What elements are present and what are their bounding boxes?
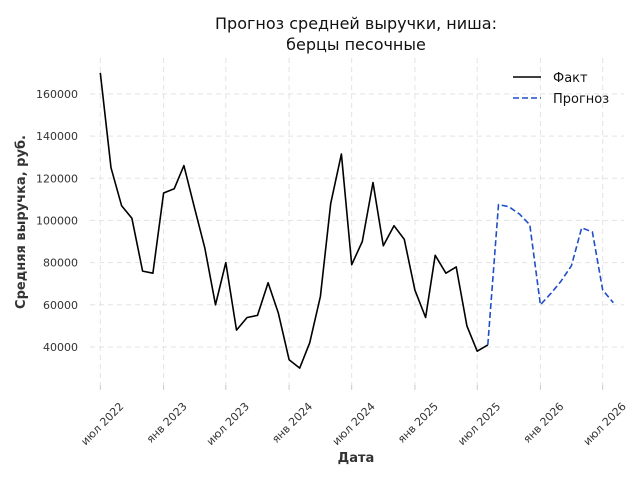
data-point-fact: [362, 241, 364, 243]
data-point-forecast: [602, 289, 604, 291]
data-point-fact: [383, 245, 385, 247]
data-point-fact: [288, 359, 290, 361]
data-point-fact: [246, 317, 248, 319]
y-tick-label: 40000: [43, 341, 78, 354]
x-tick-label: янв 2024: [269, 400, 315, 446]
data-point-fact: [414, 289, 416, 291]
data-point-fact: [434, 255, 436, 257]
x-tick-label: июл 2023: [204, 400, 252, 448]
data-point-fact: [163, 192, 165, 194]
x-tick-labels: июл 2022 янв 2023 июл 2023 янв 2024 июл 2024…: [78, 400, 628, 448]
data-point-fact: [204, 247, 206, 249]
data-point-fact: [445, 272, 447, 274]
data-point-fact: [131, 218, 133, 220]
legend: Факт Прогноз: [513, 71, 609, 107]
x-tick-label: янв 2026: [521, 400, 567, 446]
series-line-fact: [99, 72, 489, 369]
data-point-fact: [330, 203, 332, 205]
y-axis-label: Средняя выручка, руб.: [14, 135, 29, 309]
data-point-forecast: [519, 213, 521, 215]
x-tick-label: янв 2025: [395, 400, 441, 446]
y-tick-label: 80000: [43, 257, 78, 270]
data-point-fact: [183, 165, 185, 167]
data-point-fact: [341, 153, 343, 155]
chart-title-line-2: берцы песочные: [286, 35, 426, 54]
data-point-fact: [309, 342, 311, 344]
y-tick-label: 60000: [43, 299, 78, 312]
chart-title-line-1: Прогноз средней выручки, ниша:: [215, 14, 497, 33]
data-point-fact: [225, 262, 227, 264]
data-point-forecast: [560, 281, 562, 283]
data-point-forecast: [592, 231, 594, 233]
data-point-fact: [320, 296, 322, 298]
data-point-forecast: [540, 304, 542, 306]
data-point-fact: [267, 282, 269, 284]
data-point-fact: [372, 182, 374, 184]
y-tick-label: 160000: [36, 88, 78, 101]
data-point-forecast: [550, 292, 552, 294]
y-tick-labels: 40000 60000 80000 100000 120000 140000 160000: [36, 88, 78, 354]
data-point-fact: [215, 304, 217, 306]
data-point-fact: [194, 207, 196, 209]
y-tick-label: 100000: [36, 214, 78, 227]
x-tick-label: июл 2026: [581, 400, 629, 448]
data-point-forecast: [613, 302, 615, 304]
data-point-fact: [466, 325, 468, 327]
data-point-fact: [257, 315, 259, 317]
data-point-fact: [110, 167, 112, 169]
data-point-fact: [299, 367, 301, 369]
data-point-fact: [351, 264, 353, 266]
y-tick-label: 140000: [36, 130, 78, 143]
y-tick-label: 120000: [36, 172, 78, 185]
data-point-forecast: [508, 206, 510, 208]
data-point-forecast: [581, 227, 583, 229]
data-point-fact: [393, 225, 395, 227]
data-point-fact: [425, 317, 427, 319]
legend-label-fact: Факт: [553, 71, 588, 86]
legend-label-forecast: Прогноз: [553, 92, 609, 107]
data-point-fact: [278, 313, 280, 315]
data-point-fact: [100, 72, 102, 74]
data-point-fact: [152, 272, 154, 274]
series-line-forecast: [487, 203, 614, 345]
data-point-fact: [173, 188, 175, 190]
data-point-fact: [142, 270, 144, 272]
data-point-fact: [476, 350, 478, 352]
data-point-fact: [236, 329, 238, 331]
data-point-fact: [404, 239, 406, 241]
x-axis-label: Дата: [338, 451, 375, 466]
data-point-forecast: [498, 204, 500, 206]
data-point-fact: [455, 266, 457, 268]
data-point-forecast: [529, 224, 531, 226]
x-tick-label: июл 2022: [78, 400, 126, 448]
x-tick-label: янв 2023: [144, 400, 190, 446]
grid: [90, 58, 624, 390]
series-lines: [99, 72, 615, 369]
data-point-forecast: [571, 265, 573, 267]
x-tick-label: июл 2024: [330, 400, 378, 448]
data-point-fact: [121, 205, 123, 207]
x-tick-label: июл 2025: [455, 400, 503, 448]
data-point-forecast: [487, 344, 489, 346]
